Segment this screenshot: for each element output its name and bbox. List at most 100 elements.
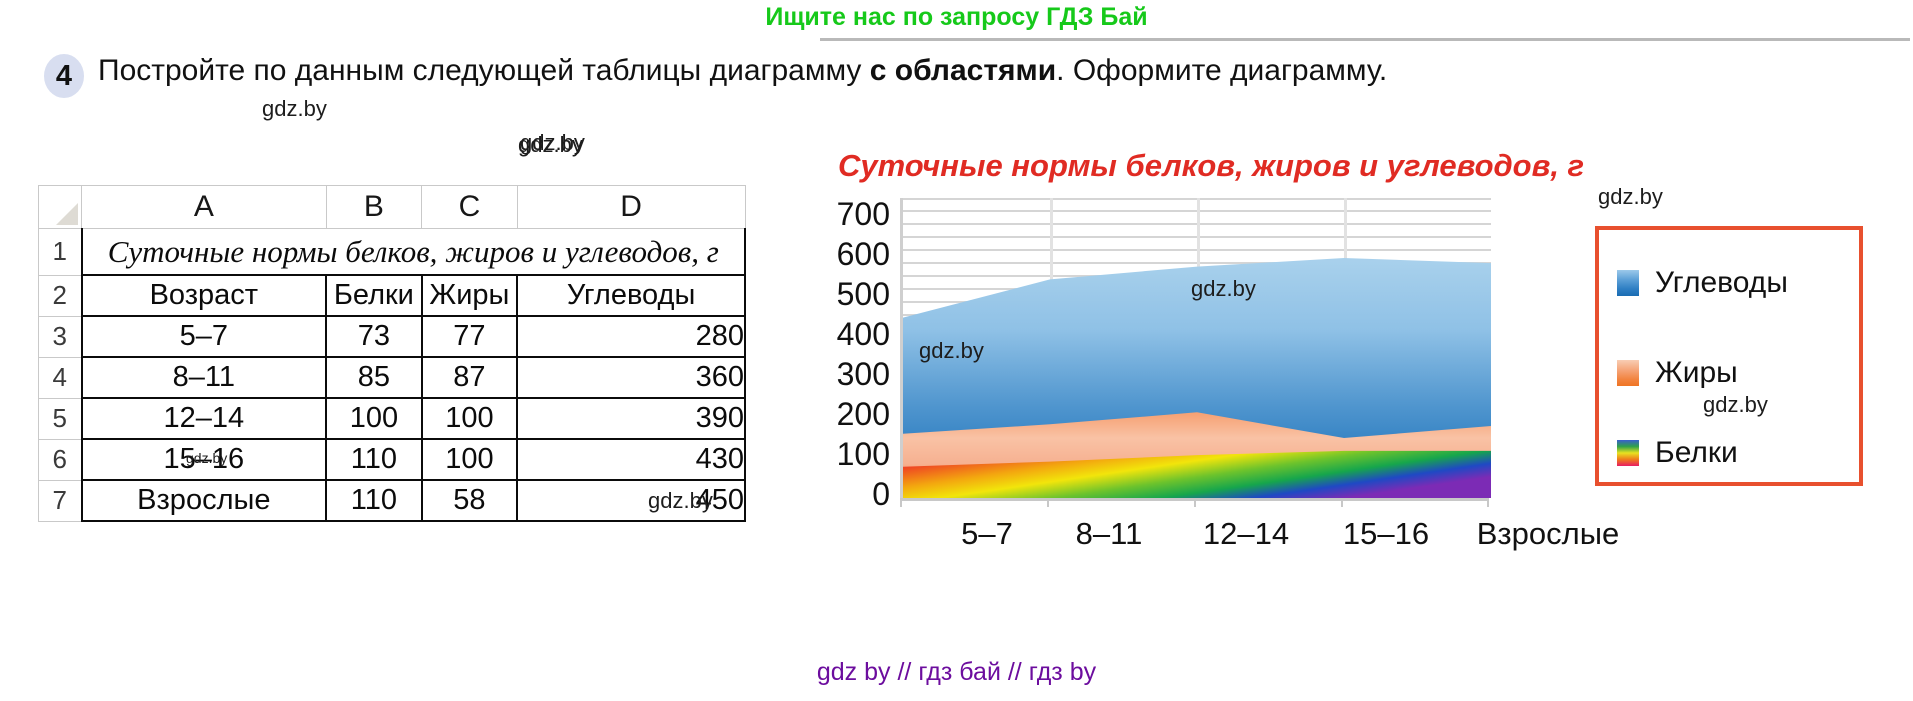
x-axis-labels: 5–7 8–11 12–14 15–16 Взрослые (896, 510, 1619, 554)
x-tick-mark (1487, 498, 1489, 507)
table-row: 2 Возраст Белки Жиры Углеводы (37, 274, 746, 317)
x-label-2: 12–14 (1202, 516, 1290, 551)
cell-c5[interactable]: 100 (420, 397, 519, 440)
legend-item-proteins[interactable]: Белки (1617, 436, 1738, 470)
cell-a5[interactable]: 12–14 (80, 397, 328, 440)
cell-c4[interactable]: 87 (420, 356, 519, 399)
select-all-corner[interactable] (37, 185, 83, 229)
watermark-5: gdz.by (1191, 276, 1256, 301)
row-header-2[interactable]: 2 (37, 274, 83, 317)
x-tick-mark (900, 498, 902, 507)
row-header-3[interactable]: 3 (37, 315, 83, 358)
chart-legend[interactable]: Углеводы Жиры Белки (1595, 226, 1863, 486)
legend-item-fats[interactable]: Жиры (1617, 356, 1738, 390)
legend-swatch-carbs-icon (1617, 270, 1639, 296)
cell-d3[interactable]: 280 (516, 315, 746, 358)
cell-b7[interactable]: 110 (325, 479, 423, 522)
horizontal-rule (820, 38, 1910, 41)
spreadsheet[interactable]: A B C D 1 Суточные нормы белков, жиров и… (37, 185, 747, 522)
row-header-7[interactable]: 7 (37, 479, 83, 522)
legend-label-proteins: Белки (1655, 436, 1738, 469)
cell-a7[interactable]: Взрослые (80, 479, 328, 522)
column-header-row: A B C D (37, 185, 746, 229)
cell-a6[interactable]: 15–16 (80, 438, 328, 481)
cell-c2[interactable]: Жиры (420, 274, 519, 317)
task-text-part2: . Оформите диаграмму. (1056, 54, 1388, 87)
x-label-0: 5–7 (961, 516, 1013, 551)
cell-c3[interactable]: 77 (420, 315, 519, 358)
legend-label-carbs: Углеводы (1655, 266, 1788, 299)
y-tick-500: 500 (836, 276, 890, 312)
x-label-4: Взрослые (1476, 516, 1620, 551)
task-text-emphasis: с областями (869, 54, 1057, 87)
x-tick-mark (1341, 498, 1343, 507)
watermark-9: gdz.by (520, 130, 585, 155)
cell-d5[interactable]: 390 (516, 397, 746, 440)
promo-text: Ищите нас по запросу ГДЗ Бай (765, 3, 1148, 31)
y-axis: 700 600 500 400 300 200 100 0 (800, 198, 896, 510)
footer: gdz by // гдз бай // гдз by (0, 658, 1913, 687)
table-row: 1 Суточные нормы белков, жиров и углевод… (37, 228, 747, 276)
legend-swatch-fats-icon (1617, 360, 1639, 386)
sheet-title-cell[interactable]: Суточные нормы белков, жиров и углеводов… (80, 228, 747, 276)
table-row: 4 8–11 85 87 360 (37, 356, 746, 399)
cell-a2[interactable]: Возраст (80, 274, 328, 317)
column-header-d[interactable]: D (516, 185, 746, 229)
watermark-3: gdz.by (186, 450, 228, 466)
cell-a3[interactable]: 5–7 (80, 315, 328, 358)
cell-d2[interactable]: Углеводы (516, 274, 746, 317)
watermark-6: gdz.by (1598, 184, 1663, 209)
row-header-4[interactable]: 4 (37, 356, 83, 399)
cell-c6[interactable]: 100 (420, 438, 519, 481)
area-series-proteins (903, 450, 1491, 498)
column-header-b[interactable]: B (325, 185, 423, 229)
footer-text: gdz by // гдз бай // гдз by (816, 658, 1097, 686)
watermark-8: gdz.by (648, 488, 713, 513)
watermark-4: gdz.by (919, 338, 984, 363)
column-header-a[interactable]: A (81, 185, 327, 229)
y-tick-200: 200 (836, 396, 890, 432)
table-row: 5 12–14 100 100 390 (37, 397, 746, 440)
cell-b4[interactable]: 85 (325, 356, 423, 399)
chart-plot-wrapper: 700 600 500 400 300 200 100 0 (800, 198, 1619, 551)
plot-region: gdz.by gdz.by (900, 198, 1491, 498)
watermark-7: gdz.by (1703, 392, 1768, 417)
spreadsheet-table: A B C D 1 Суточные нормы белков, жиров и… (37, 185, 747, 522)
watermark-1: gdz.by (262, 96, 327, 121)
x-label-1: 8–11 (1075, 516, 1143, 551)
x-tick-mark (1047, 498, 1049, 507)
cell-b5[interactable]: 100 (325, 397, 423, 440)
row-header-6[interactable]: 6 (37, 438, 83, 481)
y-tick-400: 400 (836, 316, 890, 352)
area-chart-svg (903, 258, 1491, 498)
legend-label-fats: Жиры (1655, 356, 1738, 389)
task-text-part1: Постройте по данным следующей таблицы ди… (98, 54, 870, 87)
legend-swatch-proteins-icon (1617, 440, 1639, 466)
cell-b6[interactable]: 110 (325, 438, 423, 481)
watermark-2: gdz.by (518, 132, 583, 157)
promo-bar: Ищите нас по запросу ГДЗ Бай (0, 0, 1913, 36)
cell-d7[interactable]: 450 (516, 479, 746, 522)
cell-d4[interactable]: 360 (516, 356, 746, 399)
y-tick-600: 600 (836, 236, 890, 272)
corner-triangle-icon (56, 203, 79, 225)
table-row: 7 Взрослые 110 58 450 (37, 479, 746, 522)
cell-b3[interactable]: 73 (325, 315, 423, 358)
legend-item-carbs[interactable]: Углеводы (1617, 266, 1788, 300)
row-header-5[interactable]: 5 (37, 397, 83, 440)
row-header-1[interactable]: 1 (37, 228, 83, 276)
chart-area: Суточные нормы белков, жиров и углеводов… (800, 148, 1900, 668)
cell-b2[interactable]: Белки (325, 274, 423, 317)
y-tick-100: 100 (836, 436, 890, 472)
column-header-c[interactable]: C (421, 185, 518, 229)
cell-c7[interactable]: 58 (420, 479, 519, 522)
y-tick-300: 300 (836, 356, 890, 392)
task-number-badge: 4 (44, 54, 84, 98)
task-block: 4 Постройте по данным следующей таблицы … (40, 48, 1880, 98)
table-row: 3 5–7 73 77 280 (37, 315, 746, 358)
x-label-3: 15–16 (1342, 516, 1430, 551)
x-tick-mark (1194, 498, 1196, 507)
table-row: 6 15–16 110 100 430 (37, 438, 746, 481)
cell-d6[interactable]: 430 (516, 438, 746, 481)
cell-a4[interactable]: 8–11 (80, 356, 328, 399)
